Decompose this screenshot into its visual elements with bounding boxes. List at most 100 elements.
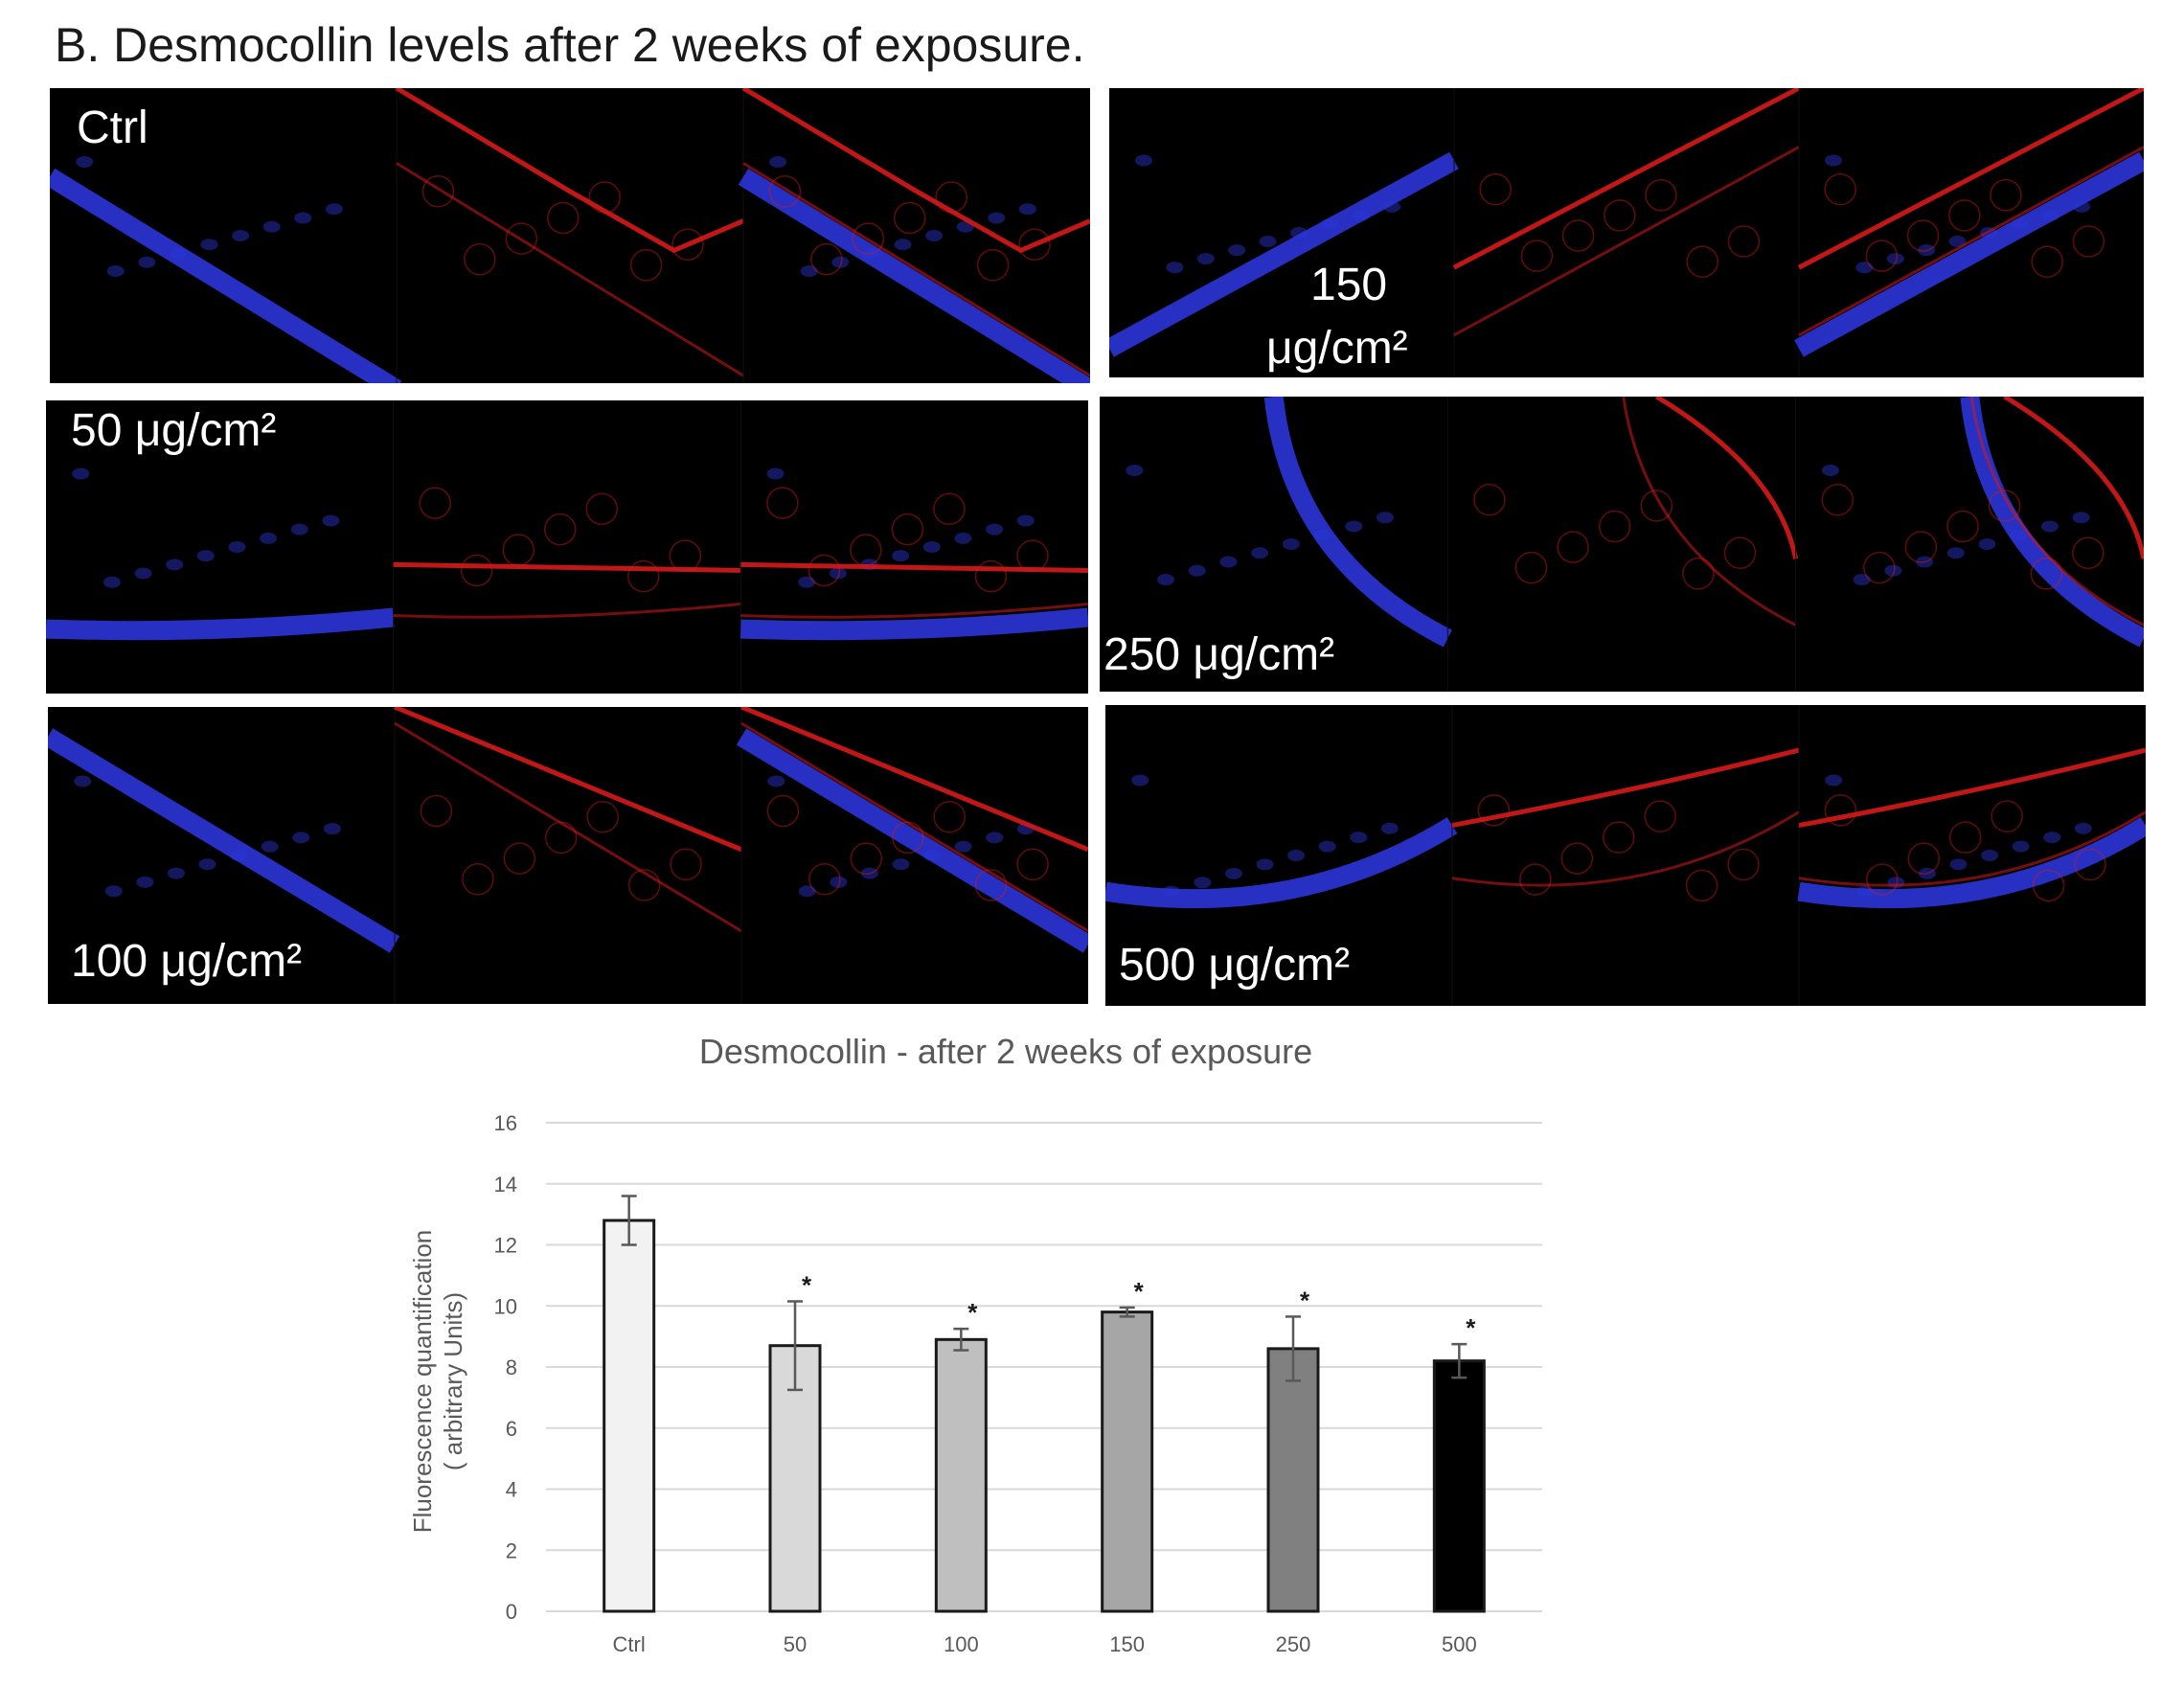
y-tick-label: 14 [494,1173,517,1196]
nucleus [954,532,972,544]
cell-outline [2072,225,2105,258]
cell-outline [808,554,841,587]
nucleus [1188,564,1206,577]
nucleus [1948,236,1967,248]
cell-outline [1520,239,1554,272]
basement-membrane-blue [46,607,395,641]
x-tick-label: 500 [1442,1632,1477,1656]
cell-outline [894,201,926,235]
cell-outline [1723,536,1757,569]
nucleus [1916,556,1934,568]
bar-Ctrl [603,1219,656,1613]
nucleus [2041,209,2059,221]
basement-membrane-blue [739,607,1088,641]
nucleus [134,567,152,580]
cell-outline [1821,484,1854,516]
cell-outline [1907,842,1941,875]
significance-marker: * [967,1298,978,1327]
nucleus [1853,573,1871,585]
cell-outline [627,559,660,593]
basement-membrane-blue [1797,817,2146,909]
cell-outline [1946,510,1979,543]
cell-outline [2030,558,2063,590]
cell-outline [1473,484,1506,516]
x-tick-label: 50 [784,1632,807,1656]
nucleus [1313,529,1331,541]
cell-layer-red [742,162,1090,377]
cell-outline [852,222,885,255]
nucleus [892,550,910,562]
nucleus [1194,877,1212,889]
nucleus [1949,858,1968,871]
nucleus [1822,465,1839,476]
cell-edge-red [740,707,1088,853]
nucleus [923,850,942,861]
label-150-line2: μg/cm² [1266,323,1408,374]
nucleus [1855,885,1874,898]
basement-membrane-blue [1794,151,2144,357]
cell-outline [1727,848,1760,881]
cell-outline [1686,245,1718,278]
significance-marker: * [802,1270,812,1299]
cell-edge-red [395,88,744,254]
cell-outline [1991,800,2023,832]
nucleus [1287,850,1306,861]
nucleus [198,858,216,871]
cell-outline [1990,178,2022,212]
cell-outline [892,821,924,854]
chart-svg: Desmocollin - after 2 weeks of exposure … [408,1032,1542,1656]
cell-outline [1865,239,1899,272]
y-tick-label: 0 [506,1600,517,1624]
nucleus [104,885,123,898]
cell-outline [1824,172,1856,206]
nucleus [260,532,278,544]
nucleus [1345,520,1363,533]
nucleus [954,840,972,853]
cell-outline [768,175,802,208]
cell-outline [1906,219,1940,252]
y-axis-label-line1: Fluorescence quantification [408,1230,437,1534]
cell-outline [543,513,577,546]
cell-edge-red [393,561,741,573]
label-ctrl: Ctrl [77,103,148,153]
nucleus [230,850,248,861]
cell-edge-red [741,88,1090,254]
y-tick-label: 2 [506,1538,517,1562]
basement-membrane-blue [48,728,400,953]
cell-layer-red [740,721,1088,933]
nucleus [72,467,90,480]
nucleus [74,775,92,787]
nucleus [1018,203,1036,216]
cell-layer-red [740,602,1088,619]
cell-outline [1604,199,1636,232]
cell-outline [586,800,619,833]
bar-150 [1101,1310,1154,1613]
micrograph-250 [1100,397,2144,692]
micrograph-500 [1105,705,2146,1006]
nucleus [1376,512,1394,524]
cell-outline [627,869,661,901]
cell-outline [545,821,578,854]
y-tick-label: 6 [506,1417,517,1441]
nucleus [106,264,125,277]
nucleus [860,867,878,879]
cell-outline [933,492,966,525]
micrograph-ctrl [50,88,1090,383]
cell-outline [1016,848,1049,881]
cell-outline [1598,510,1631,543]
cell-outline [2031,245,2063,278]
cell-outline [1560,842,1594,875]
basement-membrane-blue [1263,397,1452,648]
cell-outline [547,201,580,235]
nucleus [1282,538,1300,550]
cell-outline [1685,869,1718,902]
significance-marker: * [1466,1313,1476,1342]
nucleus [1884,564,1902,577]
cell-outline [1603,821,1635,854]
cell-edge-red [1798,747,2146,829]
y-axis-label-line2: ( arbitrary Units) [439,1292,467,1470]
micrograph-svg [48,707,1088,1004]
x-tick-label: 150 [1109,1632,1145,1656]
cell-outline [671,228,704,261]
nucleus [1228,244,1246,257]
